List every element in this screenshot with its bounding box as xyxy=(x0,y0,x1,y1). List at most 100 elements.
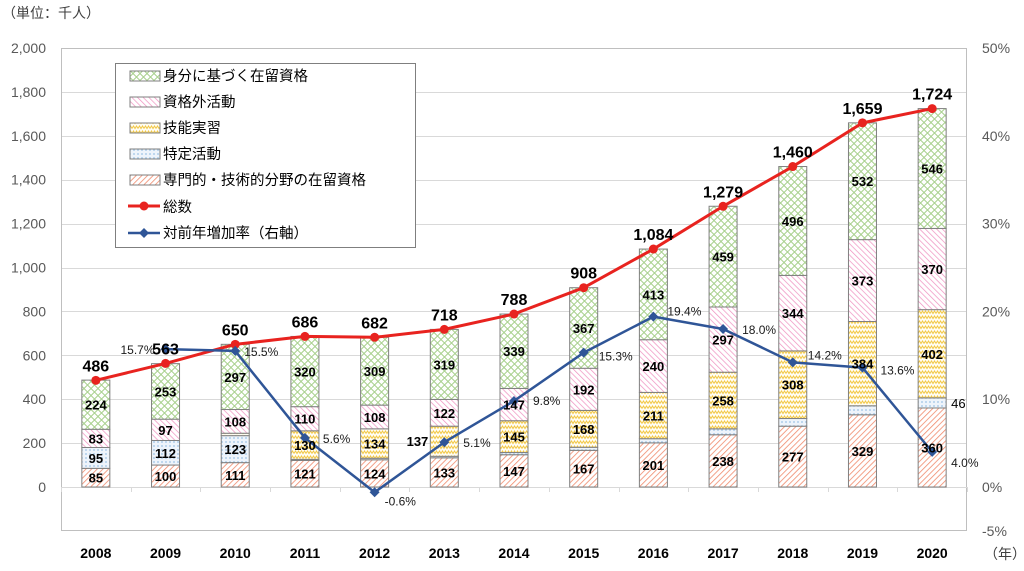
total-marker xyxy=(161,358,171,368)
bar-segment-designated-activities xyxy=(847,405,877,416)
bar-segment-designated-activities xyxy=(708,428,738,436)
legend: 身分に基づく在留資格 資格外活動 技能実習 特定活動 専門的・技術的分野の在留資… xyxy=(115,63,416,248)
x-unit-label: （年） xyxy=(984,546,1024,562)
y-tick-label-left: 1,600 xyxy=(11,128,46,144)
segment-label: 108 xyxy=(224,414,246,429)
segment-label: 344 xyxy=(782,306,804,321)
total-label: 1,084 xyxy=(633,227,673,244)
bar-segment-designated-activities xyxy=(638,438,668,444)
total-marker xyxy=(788,162,798,172)
total-label: 1,279 xyxy=(703,184,743,201)
y-tick-label-right: 10% xyxy=(982,391,1010,407)
segment-label: 253 xyxy=(155,384,177,399)
segment-label: 85 xyxy=(89,471,103,486)
x-tick-label: 2019 xyxy=(847,545,878,561)
segment-label: 137 xyxy=(407,434,429,449)
segment-label: 100 xyxy=(155,469,177,484)
bar-segment-designated-activities xyxy=(220,435,250,464)
bar-segment-professional xyxy=(290,459,320,488)
legend-item-growth-rate: 対前年増加率（右軸） xyxy=(128,225,308,242)
growth-rate-marker xyxy=(369,487,380,498)
total-label: 563 xyxy=(152,341,179,358)
bar-segment-professional xyxy=(429,457,459,488)
x-tick-label: 2013 xyxy=(429,545,460,561)
y-tick-label-left: 1,800 xyxy=(11,84,46,100)
bar-segment-technical-intern xyxy=(360,428,390,459)
bar-segment-status-based xyxy=(917,108,947,229)
growth-rate-label: 5.1% xyxy=(463,436,491,450)
segment-label: 319 xyxy=(433,357,455,372)
bar-segment-designated-activities xyxy=(151,439,181,466)
y-tick-label-left: 1,000 xyxy=(11,260,46,276)
bar-segment-professional xyxy=(360,459,390,488)
segment-label: 124 xyxy=(364,466,386,481)
legend-swatch-technical-intern xyxy=(129,122,161,134)
bar-segment-professional xyxy=(847,414,877,488)
total-label: 718 xyxy=(431,307,458,324)
bar-segment-status-based xyxy=(81,379,111,430)
y-tick-label-left: 2,000 xyxy=(11,40,46,56)
total-marker xyxy=(718,201,728,211)
segment-label: 201 xyxy=(643,458,665,473)
bar-segment-status-based xyxy=(638,248,668,341)
total-label: 788 xyxy=(501,292,528,309)
segment-label: 373 xyxy=(852,274,874,289)
y-tick-label-right: 40% xyxy=(982,128,1010,144)
growth-rate-line xyxy=(160,311,938,498)
x-axis: 2008 2009 2010 2011 2012 2013 2014 2015 2016 2017… xyxy=(61,487,968,561)
bar-segment-designated-activities xyxy=(917,397,947,409)
total-line xyxy=(91,104,937,385)
bar-stack-2018 xyxy=(778,166,808,488)
total-marker xyxy=(579,283,589,293)
segment-label: 192 xyxy=(573,382,595,397)
bar-segment-professional xyxy=(499,454,529,488)
bar-segment-technical-intern xyxy=(499,420,529,454)
total-label: 908 xyxy=(570,266,597,283)
legend-item-designated-activities: 特定活動 xyxy=(129,146,221,163)
bar-stack-2009 xyxy=(151,363,181,488)
bar-stack-2008 xyxy=(81,379,111,488)
bar-stack-2016 xyxy=(638,248,668,488)
growth-rate-label: 15.5% xyxy=(244,345,278,359)
total-marker xyxy=(91,375,101,385)
segment-label: 277 xyxy=(782,450,804,465)
legend-label: 専門的・技術的分野の在留資格 xyxy=(163,172,366,189)
bar-segment-extra-activity xyxy=(638,339,668,393)
y-tick-label-left: 1,200 xyxy=(11,216,46,232)
growth-rate-marker xyxy=(160,344,171,355)
y-tick-label-left: 0 xyxy=(38,479,46,495)
segment-label: 360 xyxy=(921,440,943,455)
bar-segment-status-based xyxy=(847,122,877,241)
segment-label: 413 xyxy=(643,287,665,302)
bar-segment-technical-intern xyxy=(638,391,668,440)
segment-label: 367 xyxy=(573,321,595,336)
y-tick-label-left: 1,400 xyxy=(11,172,46,188)
segment-label: 147 xyxy=(503,398,525,413)
segment-label: 83 xyxy=(89,431,103,446)
legend-swatch-professional xyxy=(129,174,161,186)
segment-label: 339 xyxy=(503,344,525,359)
bar-stack-2013 xyxy=(429,328,459,488)
growth-rate-label: 15.7% xyxy=(121,343,155,357)
growth-rate-label: -0.6% xyxy=(385,494,417,508)
bar-segment-status-based xyxy=(778,166,808,276)
legend-item-extra-activity: 資格外活動 xyxy=(129,94,236,111)
segment-label: 134 xyxy=(364,437,386,452)
legend-label: 特定活動 xyxy=(163,146,221,163)
bar-segment-status-based xyxy=(429,328,459,400)
segment-label: 224 xyxy=(85,398,107,413)
segment-label: 402 xyxy=(921,347,943,362)
growth-rate-marker xyxy=(857,362,868,373)
total-label: 682 xyxy=(361,315,388,332)
bar-stack-2017 xyxy=(708,205,738,488)
segment-label: 309 xyxy=(364,364,386,379)
growth-rate-label: 18.0% xyxy=(742,323,776,337)
segment-label: 95 xyxy=(89,451,103,466)
left-axis: 0 200 400 600 800 1,000 1,200 1,400 1,600 1,800 2,… xyxy=(11,40,46,495)
legend-label: 技能実習 xyxy=(163,120,221,137)
segment-label: 111 xyxy=(225,468,245,483)
data-labels: 85 95 83 224 100 112 97 253 111 123 108 297 121 130 11… xyxy=(82,87,978,509)
total-label: 1,659 xyxy=(842,101,882,118)
unit-label: （単位：千人） xyxy=(2,5,100,21)
